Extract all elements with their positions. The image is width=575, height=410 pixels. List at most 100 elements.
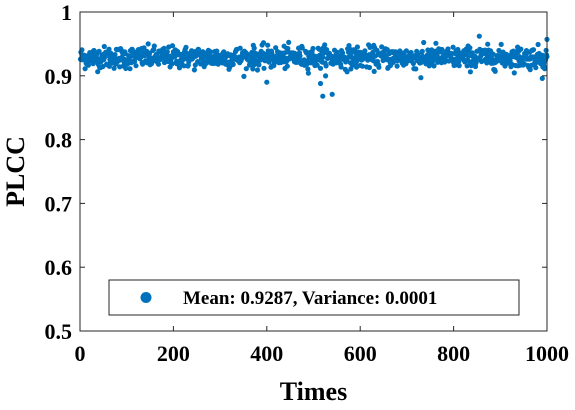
data-point bbox=[169, 61, 175, 67]
data-point bbox=[317, 80, 324, 87]
data-point bbox=[344, 69, 350, 75]
data-point bbox=[191, 67, 197, 73]
plot-frame bbox=[79, 11, 548, 332]
y-tick-label: 0.6 bbox=[45, 255, 73, 280]
data-point bbox=[439, 46, 445, 53]
data-point bbox=[269, 51, 275, 57]
data-point bbox=[254, 67, 261, 73]
legend-entry-label: Mean: 0.9287, Variance: 0.0001 bbox=[183, 288, 437, 309]
data-point bbox=[317, 65, 324, 71]
data-point bbox=[82, 66, 88, 72]
data-point bbox=[155, 61, 162, 67]
data-point bbox=[410, 60, 416, 67]
data-point bbox=[111, 65, 117, 71]
data-point bbox=[485, 41, 491, 47]
data-point bbox=[106, 63, 112, 69]
data-point bbox=[310, 45, 316, 52]
data-point bbox=[449, 51, 455, 57]
data-point bbox=[314, 62, 320, 68]
data-point bbox=[518, 46, 524, 52]
x-tick-label: 400 bbox=[250, 341, 283, 366]
data-point bbox=[418, 75, 424, 81]
data-point bbox=[338, 64, 344, 70]
data-point bbox=[100, 63, 106, 70]
data-point bbox=[273, 45, 279, 51]
data-point bbox=[467, 45, 473, 51]
x-tick-label: 1000 bbox=[525, 341, 569, 366]
data-point bbox=[511, 70, 517, 76]
data-point bbox=[320, 54, 326, 61]
data-point bbox=[264, 79, 270, 85]
data-point bbox=[181, 63, 187, 69]
data-point bbox=[419, 48, 425, 55]
data-point bbox=[371, 68, 377, 74]
data-point bbox=[376, 64, 382, 70]
data-point bbox=[286, 39, 292, 46]
data-point bbox=[260, 40, 267, 46]
data-point bbox=[464, 63, 470, 69]
x-tick-label: 200 bbox=[157, 341, 190, 366]
data-point bbox=[374, 47, 380, 54]
data-point bbox=[250, 66, 256, 72]
data-point bbox=[359, 63, 366, 69]
data-points bbox=[77, 33, 550, 99]
data-point bbox=[403, 48, 409, 54]
data-point bbox=[527, 67, 533, 73]
data-point bbox=[265, 42, 271, 48]
data-point bbox=[445, 46, 451, 52]
x-tick-label: 800 bbox=[437, 341, 470, 366]
data-point bbox=[323, 73, 329, 79]
data-point bbox=[370, 49, 376, 56]
data-point bbox=[251, 45, 257, 51]
data-point bbox=[183, 44, 189, 50]
data-point bbox=[284, 63, 290, 69]
data-point bbox=[456, 63, 462, 69]
data-point bbox=[390, 59, 396, 65]
legend: Mean: 0.9287, Variance: 0.0001 bbox=[108, 279, 520, 316]
data-point bbox=[261, 65, 267, 71]
data-point bbox=[467, 69, 473, 75]
data-point bbox=[101, 43, 107, 50]
data-point bbox=[533, 65, 539, 71]
data-point bbox=[256, 62, 262, 68]
data-point bbox=[96, 48, 102, 54]
data-point bbox=[543, 47, 549, 54]
data-point bbox=[492, 68, 498, 74]
data-point bbox=[169, 43, 176, 49]
x-tick-label: 600 bbox=[344, 341, 377, 366]
data-point bbox=[413, 66, 419, 72]
data-point bbox=[476, 33, 482, 39]
data-point bbox=[384, 47, 390, 53]
data-point bbox=[123, 65, 129, 71]
data-point bbox=[433, 40, 439, 46]
data-point bbox=[329, 91, 335, 97]
data-point bbox=[214, 48, 220, 54]
data-point bbox=[85, 62, 91, 68]
data-point bbox=[305, 70, 311, 76]
data-point bbox=[299, 45, 305, 51]
data-point bbox=[305, 66, 311, 72]
data-point bbox=[539, 52, 545, 58]
data-point bbox=[450, 44, 456, 50]
data-point bbox=[539, 75, 545, 81]
y-axis-label: PLCC bbox=[1, 136, 30, 207]
data-point bbox=[354, 44, 360, 50]
data-point bbox=[172, 54, 178, 60]
data-point bbox=[366, 64, 373, 71]
data-point bbox=[297, 53, 303, 59]
data-point bbox=[257, 57, 263, 63]
data-point bbox=[237, 45, 243, 51]
y-tick-label: 0.9 bbox=[45, 64, 73, 89]
data-point bbox=[535, 41, 541, 48]
y-tick-label: 0.7 bbox=[45, 191, 73, 216]
y-tick-label: 0.8 bbox=[45, 128, 73, 153]
data-point bbox=[362, 48, 368, 54]
data-point bbox=[182, 49, 189, 56]
data-point bbox=[112, 52, 118, 58]
data-point bbox=[430, 58, 436, 64]
data-point bbox=[141, 45, 147, 51]
data-point bbox=[151, 43, 157, 49]
data-point bbox=[241, 73, 247, 79]
